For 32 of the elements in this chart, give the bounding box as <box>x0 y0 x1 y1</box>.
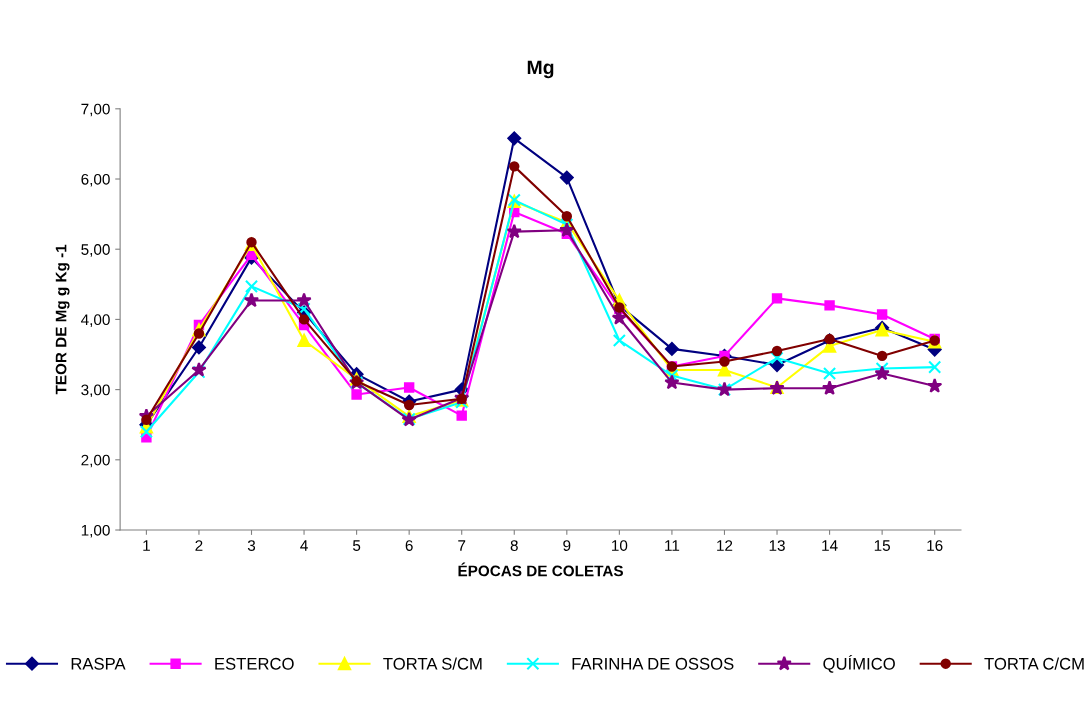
x-tick-label: 3 <box>247 540 256 551</box>
x-tick-label: 14 <box>822 540 838 551</box>
x-tick-label: 13 <box>769 540 785 551</box>
x-tick-label: 1 <box>143 540 150 551</box>
y-tick-label: 6,00 <box>81 173 110 187</box>
y-tick-label: 3,00 <box>81 384 110 398</box>
x-tick-label: 11 <box>665 540 680 551</box>
chart-title: Mg <box>527 60 554 79</box>
y-tick-label: 7,00 <box>81 103 110 117</box>
x-tick-label: 16 <box>927 540 943 551</box>
legend-label: ESTERCO <box>215 657 294 670</box>
legend-label: TORTA C/CM <box>984 657 1084 670</box>
y-tick-label: 1,00 <box>81 524 110 538</box>
x-axis-title: ÉPOCAS DE COLETAS <box>458 562 623 577</box>
y-tick-label: 5,00 <box>81 244 110 257</box>
x-tick-label: 9 <box>563 540 571 551</box>
x-tick-label: 6 <box>405 540 413 551</box>
x-tick-label: 12 <box>717 540 733 551</box>
x-tick-label: 7 <box>458 540 466 551</box>
legend-label: TORTA S/CM <box>383 657 482 670</box>
legend-label: FARINHA DE OSSOS <box>572 657 734 670</box>
legend-label: RASPA <box>71 657 126 670</box>
y-tick-label: 2,00 <box>81 454 110 468</box>
x-tick-label: 10 <box>612 540 628 551</box>
legend-label: QUÍMICO <box>823 655 895 673</box>
y-tick-label: 4,00 <box>81 314 110 327</box>
x-tick-label: 2 <box>195 540 203 551</box>
x-tick-label: 15 <box>874 540 890 551</box>
x-tick-label: 4 <box>300 540 308 551</box>
x-tick-label: 5 <box>352 540 361 551</box>
y-axis-title: TEOR DE Mg g Kg -1 <box>55 244 70 395</box>
x-tick-label: 8 <box>510 540 518 551</box>
